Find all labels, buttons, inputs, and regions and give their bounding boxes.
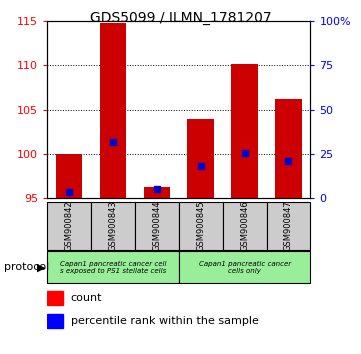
Text: GSM900846: GSM900846 — [240, 200, 249, 251]
Bar — [47, 314, 63, 328]
Bar — [144, 187, 170, 198]
Bar — [231, 64, 258, 198]
Text: GSM900847: GSM900847 — [284, 200, 293, 251]
Bar — [179, 251, 310, 283]
Bar — [47, 202, 91, 250]
Text: GSM900844: GSM900844 — [152, 200, 161, 251]
Point — [242, 150, 248, 156]
Bar — [91, 202, 135, 250]
Point — [198, 164, 204, 169]
Bar — [223, 202, 266, 250]
Text: GSM900843: GSM900843 — [108, 200, 117, 251]
Text: Capan1 pancreatic cancer cell
s exposed to PS1 stellate cells: Capan1 pancreatic cancer cell s exposed … — [60, 261, 166, 274]
Text: ▶: ▶ — [37, 262, 46, 272]
Point — [110, 139, 116, 144]
Text: percentile rank within the sample: percentile rank within the sample — [71, 316, 258, 326]
Bar — [266, 202, 310, 250]
Point — [286, 158, 291, 164]
Point — [154, 187, 160, 192]
Bar — [179, 202, 223, 250]
Bar — [56, 154, 82, 198]
Text: GDS5099 / ILMN_1781207: GDS5099 / ILMN_1781207 — [90, 11, 271, 25]
Bar — [187, 119, 214, 198]
Bar — [135, 202, 179, 250]
Text: count: count — [71, 293, 102, 303]
Bar — [47, 251, 179, 283]
Bar — [100, 23, 126, 198]
Bar — [47, 291, 63, 305]
Text: GSM900842: GSM900842 — [64, 200, 73, 251]
Text: GSM900845: GSM900845 — [196, 200, 205, 251]
Text: protocol: protocol — [4, 262, 49, 272]
Text: Capan1 pancreatic cancer
cells only: Capan1 pancreatic cancer cells only — [199, 261, 291, 274]
Point — [66, 189, 72, 195]
Bar — [275, 99, 302, 198]
